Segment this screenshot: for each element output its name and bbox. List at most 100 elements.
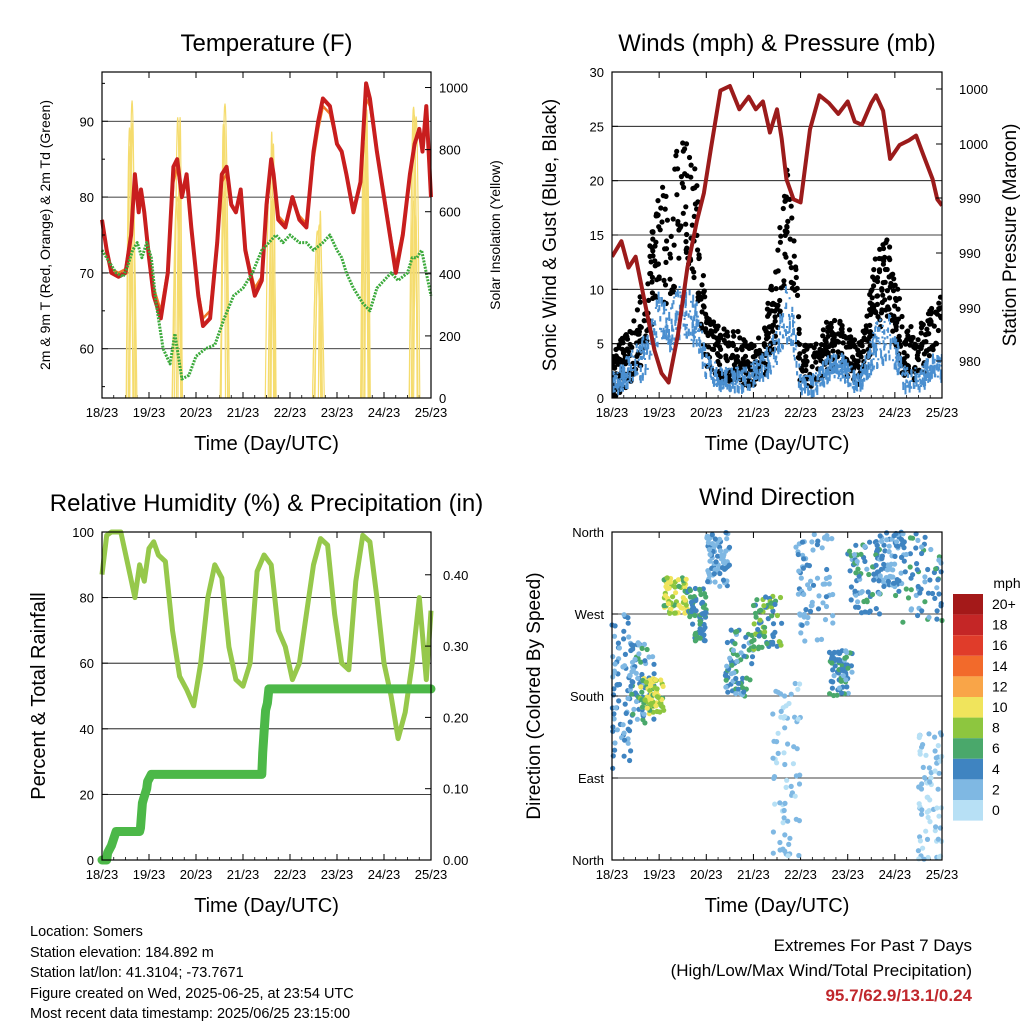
wind-point (807, 388, 810, 396)
direction-point (616, 645, 623, 651)
wind-point (675, 313, 678, 321)
wind-point (724, 377, 726, 382)
wind-point (822, 368, 824, 374)
wind-point (696, 315, 699, 318)
gust-point (782, 198, 789, 204)
direction-point (785, 853, 791, 859)
wind-point (704, 347, 707, 351)
wind-point (925, 362, 927, 370)
wind-point (653, 320, 656, 324)
wind-point (771, 351, 774, 354)
station-info: Location: Somers Station elevation: 184.… (30, 922, 354, 1025)
wind-point (639, 355, 642, 360)
wind-point (810, 378, 813, 382)
wind-point (825, 362, 828, 366)
gust-point (662, 282, 669, 288)
direction-point (746, 647, 752, 653)
gust-point (713, 341, 720, 347)
direction-point (826, 581, 832, 587)
direction-point (848, 597, 854, 603)
wind-point (826, 358, 828, 361)
wind-point (750, 366, 753, 369)
wind-point (724, 371, 727, 379)
gust-point (767, 324, 773, 330)
direction-point (611, 670, 617, 676)
direction-point (849, 669, 855, 675)
gust-point (689, 266, 695, 272)
wind-point (781, 344, 784, 350)
legend-label: 10 (992, 699, 1008, 715)
direction-point (751, 644, 757, 650)
gust-point (691, 213, 697, 219)
wind-point (901, 371, 904, 374)
direction-point (621, 612, 627, 618)
direction-point (641, 711, 647, 717)
gust-point (880, 280, 886, 286)
wind-point (655, 331, 658, 336)
direction-point (621, 636, 627, 642)
direction-point (898, 536, 905, 543)
wind-point (617, 378, 619, 385)
legend-label: 12 (992, 678, 1008, 694)
gust-point (612, 355, 616, 361)
gust-point (680, 210, 686, 216)
direction-point (738, 650, 744, 656)
solar-pulse (220, 124, 229, 399)
direction-point (782, 832, 788, 838)
direction-point (933, 824, 939, 830)
wind-point (931, 365, 934, 373)
direction-point (829, 685, 836, 691)
wind-point (630, 364, 632, 372)
gust-point (734, 347, 740, 353)
direction-point (802, 638, 808, 644)
gust-point (723, 353, 729, 359)
gust-point (827, 328, 834, 334)
direction-point (921, 856, 927, 862)
direction-point (785, 741, 791, 747)
direction-point (712, 543, 718, 549)
wind-point (933, 364, 936, 369)
direction-point (852, 588, 858, 594)
direction-point (700, 604, 707, 610)
direction-point (797, 612, 803, 618)
wind-point (918, 386, 921, 393)
gust-point (896, 296, 903, 302)
gust-point (641, 318, 647, 324)
direction-point (651, 671, 657, 677)
gust-point (796, 314, 802, 320)
wind-point (841, 371, 844, 379)
gust-point (702, 294, 708, 300)
wind-point (701, 351, 704, 360)
x-tick-label: 24/23 (368, 405, 401, 420)
wind-point (612, 381, 614, 389)
gust-point (934, 311, 940, 317)
direction-point (846, 548, 853, 554)
direction-point (771, 738, 777, 744)
wind-point (613, 372, 616, 375)
wind-point (630, 352, 633, 357)
direction-point (925, 854, 931, 861)
gust-point (832, 338, 838, 344)
direction-point (743, 634, 749, 640)
wind-point (752, 360, 755, 363)
wind-point (839, 368, 842, 373)
direction-point (848, 584, 855, 590)
direction-point (796, 852, 802, 859)
wind-point (623, 371, 626, 380)
x-tick-label: 24/23 (879, 867, 912, 882)
wind-point (881, 336, 884, 339)
wind-point (768, 362, 771, 369)
gust-point (731, 333, 737, 339)
direction-point (717, 570, 723, 577)
gust-point (846, 344, 852, 350)
legend-swatch (953, 697, 983, 718)
gust-point (615, 356, 621, 362)
wind-point (663, 301, 666, 308)
solar-pulse (317, 210, 323, 399)
direction-point (830, 620, 836, 626)
wind-point (687, 313, 690, 318)
panel-2: Relative Humidity (%) & Precipitation (i… (28, 490, 483, 917)
wind-point (895, 353, 898, 362)
wind-point (828, 364, 831, 369)
